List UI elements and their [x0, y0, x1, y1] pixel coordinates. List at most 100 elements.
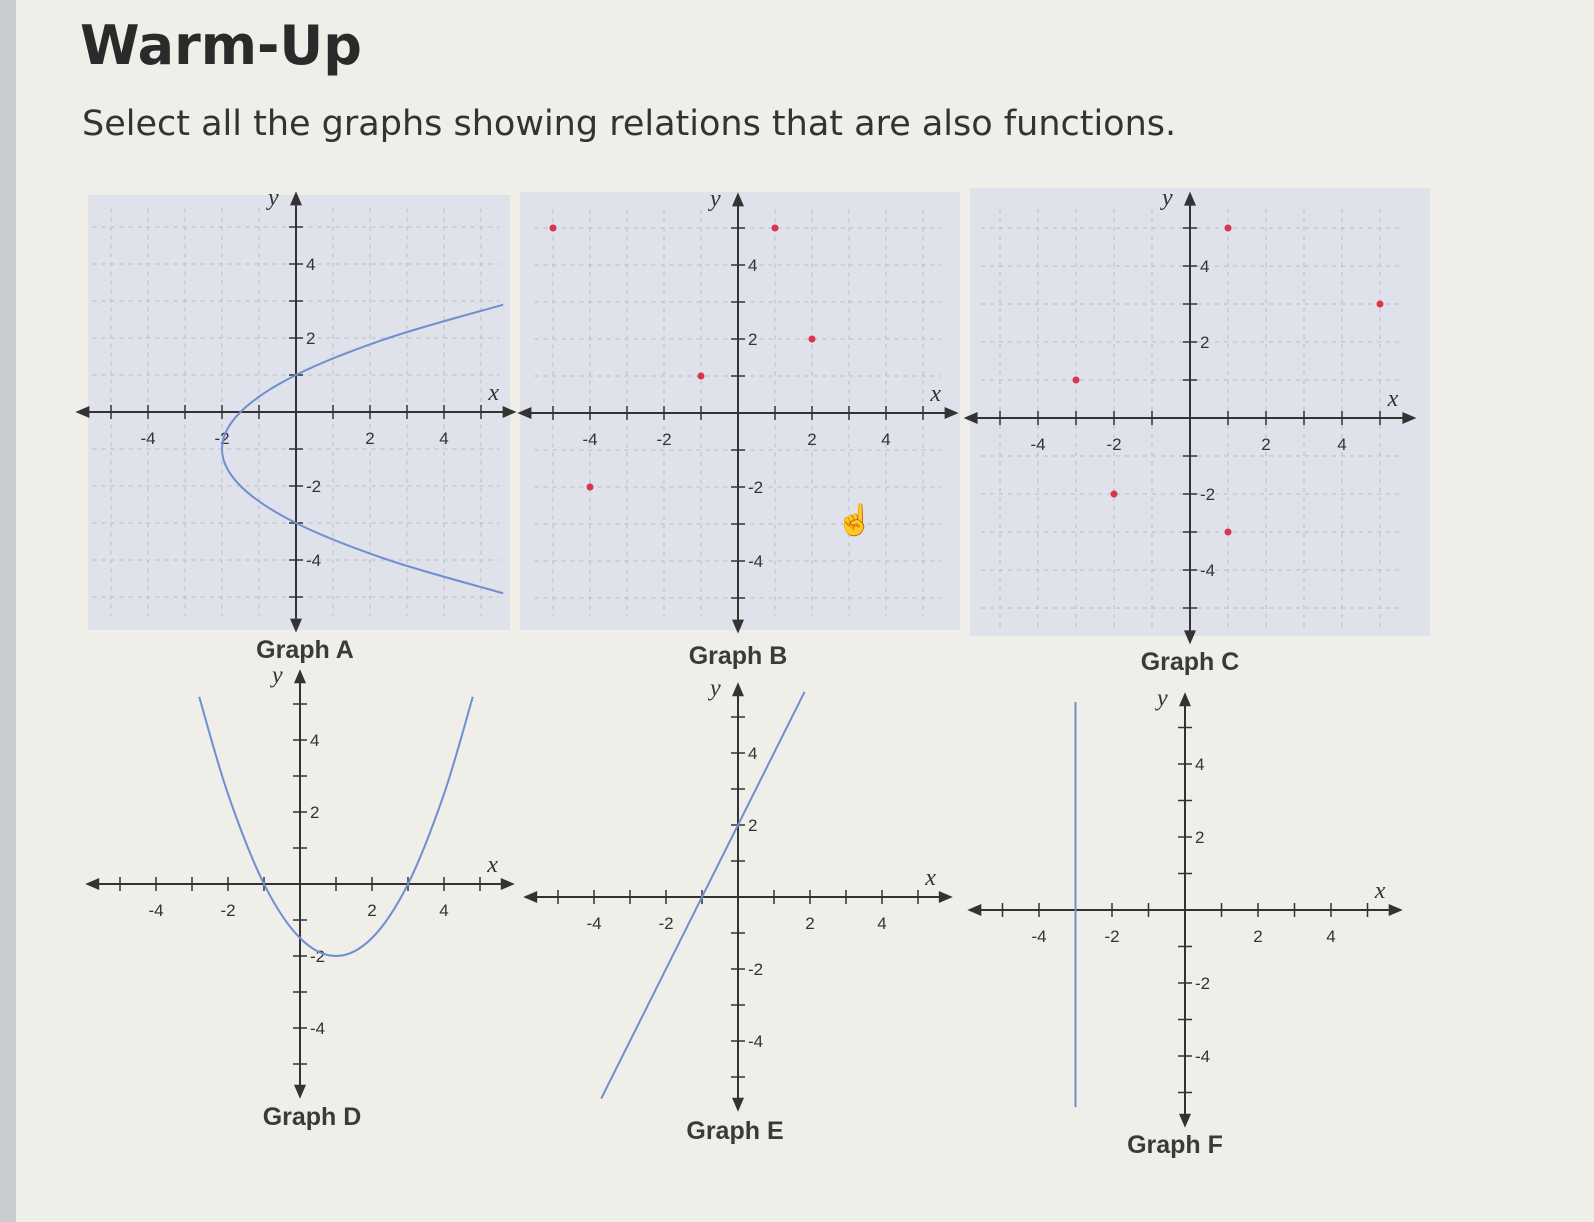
x-tick-label: 2: [805, 914, 814, 933]
y-tick-label: -2: [310, 947, 325, 966]
x-tick-label: 4: [1326, 927, 1335, 946]
y-axis-arrow-up: [1179, 692, 1191, 707]
y-tick-label: 2: [1195, 828, 1204, 847]
x-tick-label: 2: [365, 429, 374, 448]
hand-cursor-icon: ☝: [836, 501, 873, 538]
x-axis-arrow-left: [75, 406, 90, 418]
x-axis-label: x: [1374, 878, 1386, 904]
y-tick-label: 4: [310, 731, 319, 750]
y-axis-label: y: [266, 185, 279, 211]
y-tick-label: -2: [748, 478, 763, 497]
graph-label: Graph A: [256, 636, 354, 664]
x-axis-arrow-left: [517, 407, 532, 419]
x-axis-arrow-right: [1388, 904, 1403, 916]
y-axis-label: y: [1160, 185, 1173, 211]
x-tick-label: -4: [140, 429, 155, 448]
y-tick-label: -4: [1195, 1047, 1210, 1066]
y-axis-arrow-down: [732, 1097, 744, 1112]
x-axis-arrow-left: [85, 878, 100, 890]
x-tick-label: -4: [148, 901, 163, 920]
graph-label: Graph B: [689, 642, 788, 670]
x-tick-label: 2: [1253, 927, 1262, 946]
y-axis-label: y: [270, 662, 283, 688]
x-tick-label: 4: [439, 429, 448, 448]
y-tick-label: -4: [1200, 561, 1215, 580]
y-tick-label: 4: [748, 744, 757, 763]
x-axis-arrow-right: [944, 407, 959, 419]
y-axis-arrow-up: [294, 669, 306, 684]
graph-label: Graph E: [686, 1117, 783, 1145]
y-tick-label: 4: [1195, 755, 1204, 774]
data-point: [1376, 300, 1384, 308]
x-axis-label: x: [924, 865, 936, 891]
data-point: [771, 224, 779, 232]
y-tick-label: 2: [748, 330, 757, 349]
y-axis-arrow-up: [1184, 191, 1196, 206]
x-tick-label: -2: [220, 901, 235, 920]
y-tick-label: -2: [1195, 974, 1210, 993]
x-axis-label: x: [1387, 386, 1399, 412]
y-tick-label: -4: [748, 552, 763, 571]
data-point: [549, 224, 557, 232]
y-axis-arrow-down: [294, 1084, 306, 1099]
x-tick-label: 2: [807, 430, 816, 449]
graph-d[interactable]: -4 -2 2 4 4 2 -2 -4 x y Graph D: [85, 662, 515, 1131]
graph-curve: [220, 303, 504, 595]
y-axis-arrow-up: [290, 191, 302, 206]
y-tick-label: -4: [306, 551, 321, 570]
y-tick-label: 2: [1200, 333, 1209, 352]
x-tick-label: 4: [439, 901, 448, 920]
data-point: [808, 335, 816, 343]
graph-label: Graph C: [1141, 648, 1240, 676]
y-tick-label: 2: [306, 329, 315, 348]
x-tick-label: 2: [367, 901, 376, 920]
x-axis-arrow-left: [523, 891, 538, 903]
x-tick-label: -2: [1106, 435, 1121, 454]
x-tick-label: 4: [1337, 435, 1346, 454]
graph-f[interactable]: -4 -2 2 4 4 2 -2 -4 x y Graph F: [967, 686, 1403, 1159]
graph-curve: [198, 696, 474, 958]
x-tick-label: -2: [656, 430, 671, 449]
x-axis-arrow-right: [938, 891, 953, 903]
y-tick-label: -2: [306, 477, 321, 496]
graph-e[interactable]: -4 -2 2 4 4 2 -2 -4 x y Graph E: [523, 675, 953, 1145]
x-axis-arrow-right: [502, 406, 517, 418]
x-tick-label: -4: [582, 430, 597, 449]
y-axis-arrow-down: [1184, 630, 1196, 645]
y-axis-arrow-down: [732, 619, 744, 634]
y-axis-arrow-up: [732, 682, 744, 697]
y-axis-label: y: [708, 186, 721, 212]
y-tick-label: 4: [748, 256, 757, 275]
x-axis-label: x: [487, 380, 499, 406]
graph-label: Graph F: [1127, 1131, 1223, 1159]
graph-c[interactable]: -4 -2 2 4 4 2 -2 -4 x y Graph C: [963, 185, 1430, 676]
y-tick-label: 2: [748, 816, 757, 835]
y-axis-arrow-down: [290, 618, 302, 633]
x-tick-label: 2: [1261, 435, 1270, 454]
x-tick-label: -4: [1030, 435, 1045, 454]
y-tick-label: -2: [748, 960, 763, 979]
data-point: [1224, 528, 1232, 536]
data-point: [1072, 376, 1080, 384]
graph-b[interactable]: -4 -2 2 4 4 2 -2 -4 x y Graph B: [517, 186, 960, 670]
x-tick-label: -2: [1104, 927, 1119, 946]
y-tick-label: -2: [1200, 485, 1215, 504]
data-point: [1110, 490, 1118, 498]
y-tick-label: 4: [306, 255, 315, 274]
x-tick-label: 4: [881, 430, 890, 449]
x-axis-arrow-right: [500, 878, 515, 890]
y-tick-label: 2: [310, 803, 319, 822]
graph-panel: [970, 188, 1430, 636]
graph-label: Graph D: [263, 1103, 362, 1131]
y-axis-arrow-up: [732, 192, 744, 207]
y-tick-label: -4: [748, 1032, 763, 1051]
x-axis-arrow-left: [963, 412, 978, 424]
y-axis-label: y: [1155, 686, 1168, 712]
x-tick-label: 4: [877, 914, 886, 933]
graph-curve: [600, 691, 806, 1100]
x-axis-label: x: [929, 381, 941, 407]
data-point: [586, 483, 594, 491]
y-tick-label: 4: [1200, 257, 1209, 276]
screen-edge: [0, 0, 16, 1222]
